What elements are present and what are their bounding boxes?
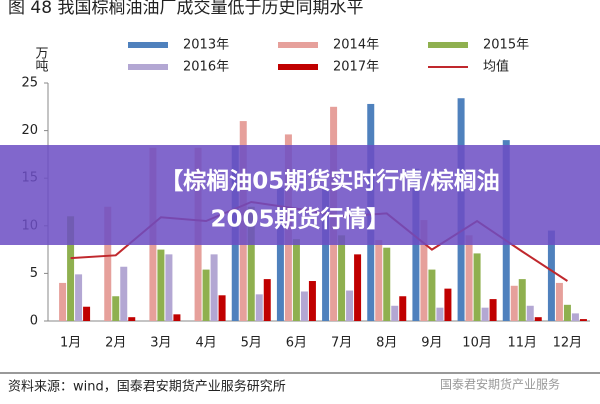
bar (383, 247, 391, 321)
y-tick-label: 25 (21, 76, 38, 91)
bar (428, 269, 436, 321)
bar (173, 314, 181, 321)
x-tick-label: 4月 (195, 336, 216, 351)
bar (420, 220, 428, 321)
y-tick-label: 20 (21, 123, 38, 138)
y-axis-label: 万吨 (33, 46, 49, 72)
bar (510, 285, 518, 321)
bar (112, 296, 120, 321)
x-tick-label: 11月 (507, 336, 537, 351)
bar (67, 216, 75, 321)
bar (247, 206, 255, 321)
bar (120, 266, 128, 321)
legend-swatch (128, 42, 168, 48)
source: 资料来源：wind，国泰君安期货产业服务研究所 (8, 379, 286, 395)
bar (75, 274, 83, 321)
bar (202, 269, 210, 321)
bar (354, 254, 362, 321)
bar (465, 235, 473, 321)
x-tick-label: 9月 (421, 336, 442, 351)
x-tick-label: 2月 (105, 336, 126, 351)
x-tick-label: 1月 (60, 336, 81, 351)
legend-label: 2013年 (183, 38, 229, 53)
bar (444, 288, 452, 321)
bar (579, 319, 587, 321)
legend-label: 2017年 (333, 60, 379, 75)
banner-bg (0, 145, 600, 245)
bar (308, 281, 316, 321)
x-tick-label: 12月 (553, 336, 583, 351)
bar (481, 307, 489, 321)
bar (128, 317, 136, 321)
bar (263, 279, 271, 321)
bar (375, 240, 383, 321)
legend-label: 2015年 (483, 38, 529, 53)
x-tick-label: 7月 (331, 336, 352, 351)
legend-swatch (278, 64, 318, 70)
bar (210, 254, 218, 321)
legend-label: 2016年 (183, 60, 229, 75)
bar (300, 291, 308, 321)
bar (292, 239, 300, 321)
bar (338, 235, 346, 321)
bar (157, 249, 165, 321)
bar (276, 187, 284, 321)
bar (322, 187, 330, 321)
bar (83, 306, 91, 321)
chart-title: 图 48 我国棕榈油油厂成交量低于历史同期水平 (8, 0, 363, 18)
banner-line: 2005期货行情】 (210, 206, 389, 233)
bar (563, 304, 571, 321)
legend-label: 2014年 (333, 38, 379, 53)
bar (255, 294, 263, 321)
x-tick-label: 5月 (241, 336, 262, 351)
legend-swatch (278, 42, 318, 48)
bar (547, 230, 555, 321)
bar (104, 206, 112, 321)
y-tick-label: 0 (30, 314, 38, 329)
bar (571, 313, 579, 321)
bar (399, 296, 407, 321)
bar (473, 253, 481, 321)
legend-label: 均值 (483, 59, 509, 75)
bar (346, 290, 354, 321)
bar (526, 305, 534, 321)
x-tick-label: 10月 (462, 336, 492, 351)
bar (59, 282, 67, 321)
x-tick-label: 3月 (150, 336, 171, 351)
bar (165, 254, 173, 321)
legend-swatch (428, 42, 468, 48)
x-tick-label: 6月 (286, 336, 307, 351)
bar (555, 282, 563, 321)
bar (534, 317, 542, 321)
y-tick-label: 5 (30, 266, 38, 281)
watermark: 国泰君安期货产业服务 (440, 377, 560, 392)
bar (489, 299, 497, 321)
bar (518, 279, 526, 321)
legend-swatch (128, 64, 168, 70)
banner-line: 【棕榈油05期货实时行情/棕榈油 (160, 168, 499, 195)
bar (436, 307, 444, 321)
bar (391, 305, 399, 321)
bar (218, 295, 226, 321)
x-tick-label: 8月 (376, 336, 397, 351)
